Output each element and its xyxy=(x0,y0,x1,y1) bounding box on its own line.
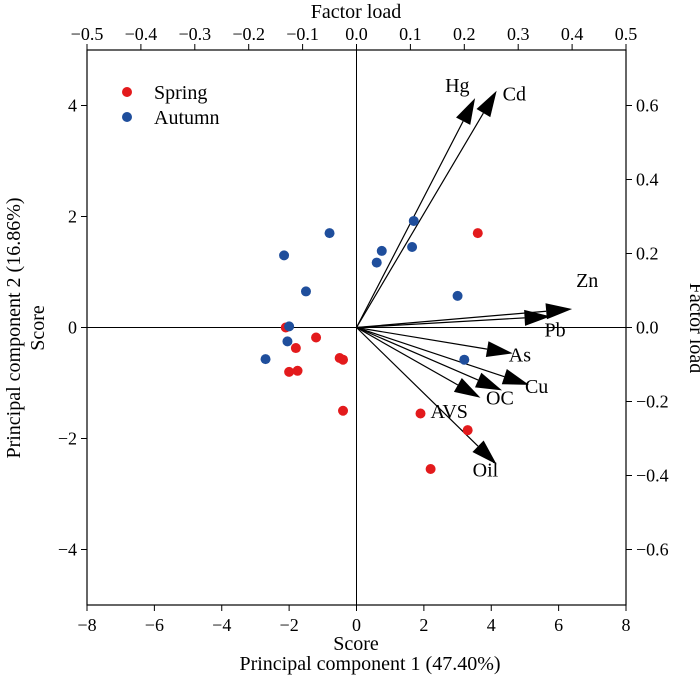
legend-label-spring: Spring xyxy=(154,82,207,104)
right-tick-label: 0.0 xyxy=(636,318,659,338)
legend-marker-autumn xyxy=(122,112,132,122)
left-axis-inner-title: Score xyxy=(27,305,49,351)
loading-vector-zn xyxy=(356,310,547,329)
score-point-autumn xyxy=(284,321,295,332)
loading-label-cd: Cd xyxy=(503,84,526,106)
loading-arrowhead-zn xyxy=(545,303,573,320)
loading-arrowhead-avs xyxy=(453,378,481,398)
legend-label-autumn: Autumn xyxy=(154,107,220,129)
bottom-tick-label: 4 xyxy=(487,615,496,635)
top-tick-label: 0.2 xyxy=(453,24,476,44)
loading-vector-hg xyxy=(355,120,464,328)
right-tick-label: 0.6 xyxy=(636,96,659,116)
loading-vector-as xyxy=(356,326,488,350)
right-tick-label: 0.2 xyxy=(636,244,659,264)
top-tick-label: −0.1 xyxy=(286,24,319,44)
score-point-spring xyxy=(338,354,349,365)
legend-marker-spring xyxy=(122,87,132,97)
bottom-tick-label: 8 xyxy=(622,615,631,635)
loading-arrowhead-cd xyxy=(476,90,497,118)
loading-arrowhead-as xyxy=(485,341,513,358)
bottom-tick-label: 2 xyxy=(419,615,428,635)
loading-label-avs: AVS xyxy=(430,401,467,423)
score-point-spring xyxy=(338,405,349,416)
bottom-tick-label: −6 xyxy=(145,615,164,635)
loading-vector-avs xyxy=(356,326,459,386)
score-point-autumn xyxy=(371,257,382,268)
score-point-autumn xyxy=(459,354,470,365)
score-point-autumn xyxy=(408,215,419,226)
top-tick-label: −0.2 xyxy=(232,24,265,44)
top-tick-label: 0.1 xyxy=(399,24,422,44)
loading-label-oc: OC xyxy=(486,387,514,409)
loading-label-pb: Pb xyxy=(545,319,566,341)
score-point-spring xyxy=(290,343,301,354)
top-tick-label: −0.4 xyxy=(125,24,158,44)
bottom-axis-inner-title: Score xyxy=(333,633,379,655)
top-tick-label: −0.5 xyxy=(71,24,104,44)
loading-arrowhead-cu xyxy=(501,369,529,385)
score-point-autumn xyxy=(452,290,463,301)
top-tick-label: −0.3 xyxy=(178,24,211,44)
loading-vector-oc xyxy=(356,326,479,381)
right-tick-label: 0.4 xyxy=(636,170,659,190)
top-axis-title: Factor load xyxy=(311,1,402,23)
bottom-tick-label: 0 xyxy=(352,615,361,635)
bottom-tick-label: −8 xyxy=(77,615,96,635)
loading-vectors: Hg Cd Zn Pb As Cu OC AVS Oil xyxy=(355,75,598,481)
loading-vector-cd xyxy=(355,112,484,328)
right-tick-label: −0.4 xyxy=(636,466,669,486)
top-tick-label: 0.3 xyxy=(507,24,530,44)
left-axis-title: Principal component 2 (16.86%) xyxy=(3,197,25,458)
score-point-autumn xyxy=(282,336,293,347)
loading-label-as: As xyxy=(509,344,531,366)
score-point-spring xyxy=(311,332,322,343)
loading-arrowhead-oil xyxy=(472,440,497,465)
score-point-spring xyxy=(425,464,436,475)
bottom-axis-title: Principal component 1 (47.40%) xyxy=(239,653,500,675)
top-tick-label: 0.4 xyxy=(561,24,584,44)
left-tick-label: 2 xyxy=(68,207,77,227)
loading-vector-pb xyxy=(356,317,525,329)
right-tick-label: −0.2 xyxy=(636,392,669,412)
score-point-autumn xyxy=(376,245,387,256)
score-point-autumn xyxy=(324,228,335,239)
bottom-tick-label: −2 xyxy=(280,615,299,635)
loading-label-cu: Cu xyxy=(525,376,548,398)
bottom-tick-label: −4 xyxy=(212,615,231,635)
top-tick-label: 0.0 xyxy=(345,24,368,44)
score-point-spring xyxy=(284,366,295,377)
axis-ticks: −8 −6 −4 −2 0 2 4 6 8 −4 −2 0 2 4 −0.5 −0.4 −0.3 −0.2 −0.1… xyxy=(58,24,669,635)
score-point-spring xyxy=(415,408,426,419)
loading-arrowhead-oc xyxy=(474,372,503,391)
left-tick-label: −2 xyxy=(58,429,77,449)
bottom-tick-label: 6 xyxy=(554,615,563,635)
loading-label-zn: Zn xyxy=(576,270,598,292)
left-tick-label: 4 xyxy=(68,96,77,116)
score-point-autumn xyxy=(279,250,290,261)
loading-arrowhead-hg xyxy=(456,98,476,125)
score-points xyxy=(260,215,483,475)
top-tick-label: 0.5 xyxy=(615,24,638,44)
score-point-autumn xyxy=(407,242,418,253)
loading-label-oil: Oil xyxy=(473,459,499,481)
right-tick-label: −0.6 xyxy=(636,540,669,560)
loading-vector-oil xyxy=(356,327,479,447)
legend: Spring Autumn xyxy=(122,82,220,129)
score-point-autumn xyxy=(260,354,271,365)
score-point-spring xyxy=(292,365,303,376)
score-point-autumn xyxy=(300,286,311,297)
loading-label-hg: Hg xyxy=(445,75,469,97)
score-point-spring xyxy=(472,228,483,239)
loading-vector-cu xyxy=(356,326,505,378)
right-axis-title: Factor load xyxy=(685,283,700,374)
left-tick-label: 0 xyxy=(68,318,77,338)
left-tick-label: −4 xyxy=(58,540,77,560)
score-point-spring xyxy=(462,425,473,436)
loading-arrowhead-pb xyxy=(524,309,551,326)
